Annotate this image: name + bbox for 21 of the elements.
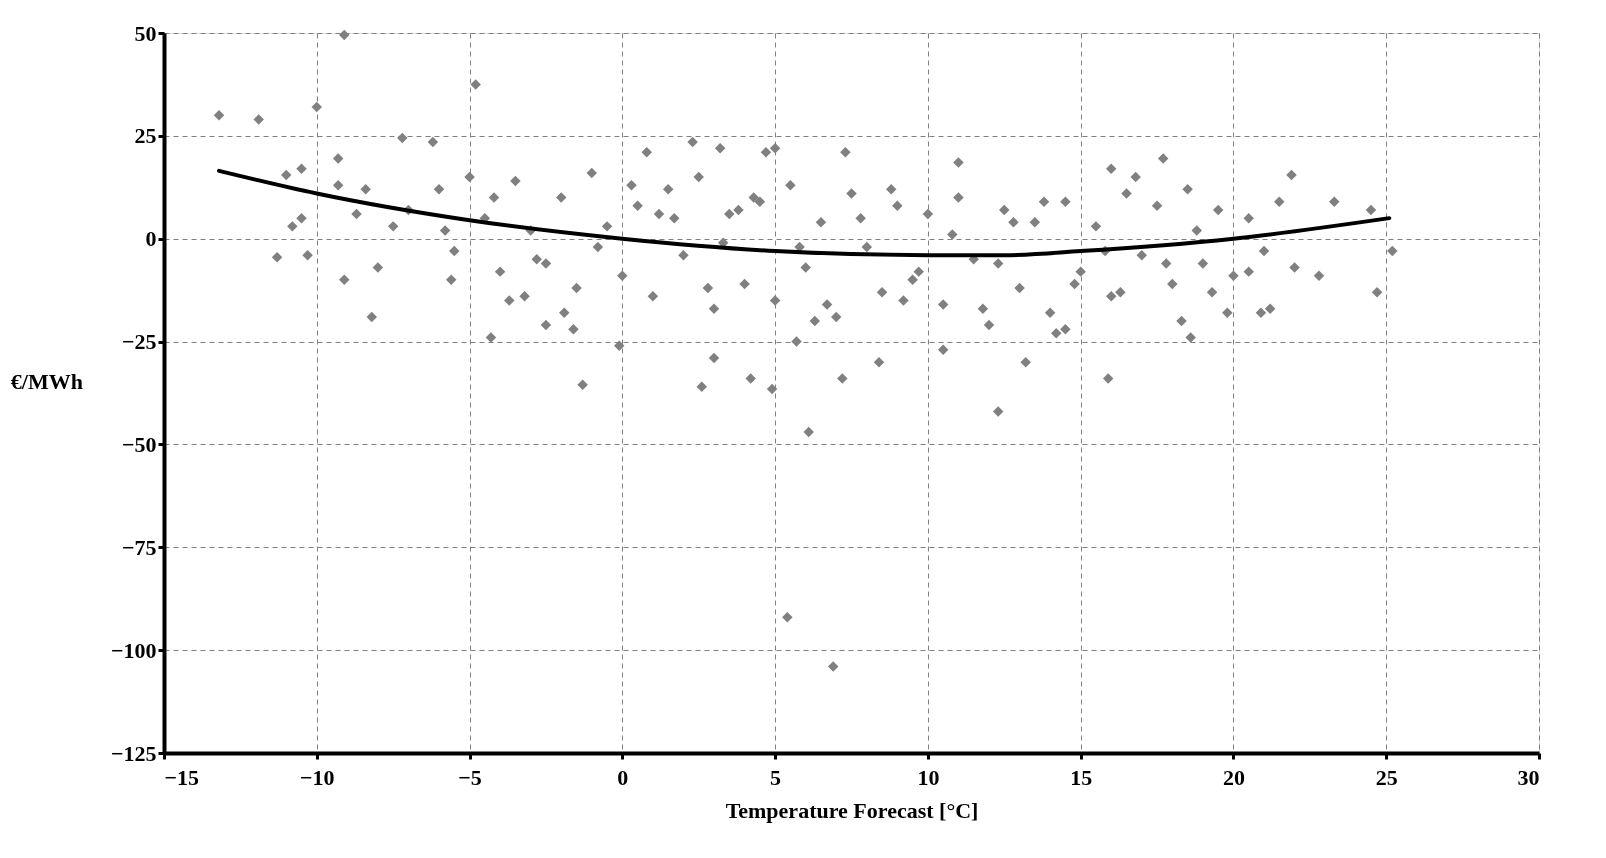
x-tick-label: 15 [1070,764,1093,790]
y-tick-label: 25 [134,123,157,149]
x-tick-label: 0 [617,764,629,790]
x-tick-label: −10 [300,764,335,790]
y-tick-label: −75 [121,534,157,560]
y-tick-label: −100 [110,637,157,663]
x-tick-label: −15 [164,764,200,790]
x-tick-label: 5 [770,764,782,790]
x-tick-label: −5 [458,764,482,790]
y-tick-label: −25 [121,329,157,355]
x-tick-label: 20 [1222,764,1245,790]
line-series [217,168,1392,258]
x-tick-label: 30 [1517,764,1540,790]
y-tick-label: 0 [145,226,157,252]
x-axis-title: Temperature Forecast [°C] [725,797,979,823]
x-tick-label: 25 [1375,764,1398,790]
y-tick-label: −50 [121,431,157,457]
y-tick-label: −125 [110,740,157,766]
y-tick-label: 50 [134,20,157,46]
y-axis-title: €/MWh [10,368,83,394]
x-tick-label: 10 [917,764,940,790]
